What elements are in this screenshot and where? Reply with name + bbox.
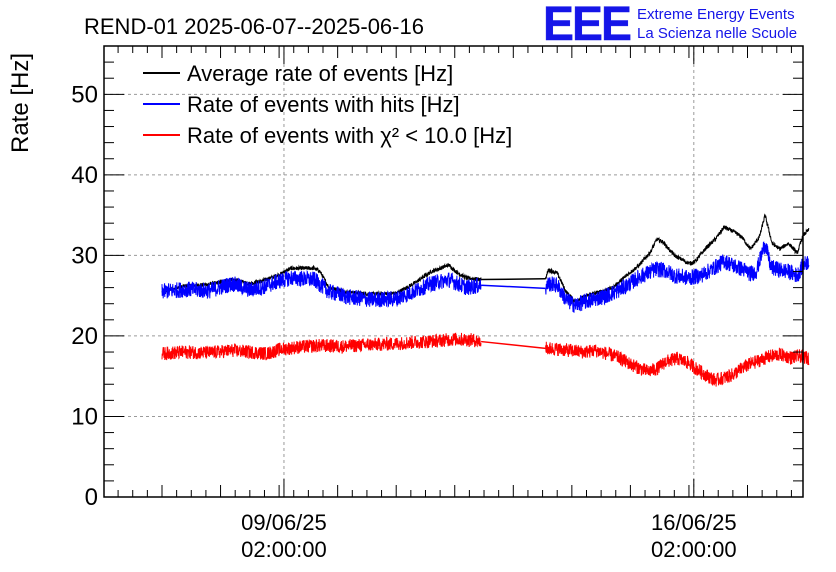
y-tick-label: 50	[71, 81, 98, 108]
series-line-2	[161, 332, 482, 361]
series-gap-line-1	[481, 284, 546, 290]
eee-logo: EEE Extreme Energy Events La Scienza nel…	[543, 0, 797, 51]
y-tick-label: 0	[85, 484, 98, 511]
y-tick-label: 10	[71, 403, 98, 430]
logo-line-1: Extreme Energy Events	[637, 6, 795, 23]
series-line-2-b	[545, 341, 810, 387]
legend-label-2: Rate of events with χ² < 10.0 [Hz]	[187, 123, 512, 148]
chart-title: REND-01 2025-06-07--2025-06-16	[84, 14, 424, 39]
plot-frame	[103, 45, 804, 498]
logo-line-2: La Scienza nelle Scuole	[637, 25, 797, 42]
y-tick-label: 40	[71, 162, 98, 189]
y-tick-label: 30	[71, 242, 98, 269]
series-line-1-b	[545, 241, 810, 313]
x-tick-label-time: 02:00:00	[651, 537, 737, 562]
legend: Average rate of events [Hz] Rate of event…	[143, 61, 512, 148]
x-tick-label-time: 02:00:00	[241, 537, 327, 562]
series-gap-line-0	[481, 277, 546, 281]
series-layer	[161, 213, 810, 387]
x-tick-label-date: 16/06/25	[651, 510, 737, 535]
legend-label-0: Average rate of events [Hz]	[187, 61, 453, 86]
y-axis-label: Rate [Hz]	[7, 53, 34, 153]
eee-logo-text: EEE	[543, 0, 631, 51]
x-tick-label-date: 09/06/25	[241, 510, 327, 535]
series-line-1	[161, 269, 482, 308]
axes: 0102030405009/06/2502:00:0016/06/2502:00…	[71, 45, 804, 562]
legend-label-1: Rate of events with hits [Hz]	[187, 92, 460, 117]
y-tick-label: 20	[71, 323, 98, 350]
grid	[104, 46, 803, 497]
series-gap-line-2	[481, 340, 546, 350]
